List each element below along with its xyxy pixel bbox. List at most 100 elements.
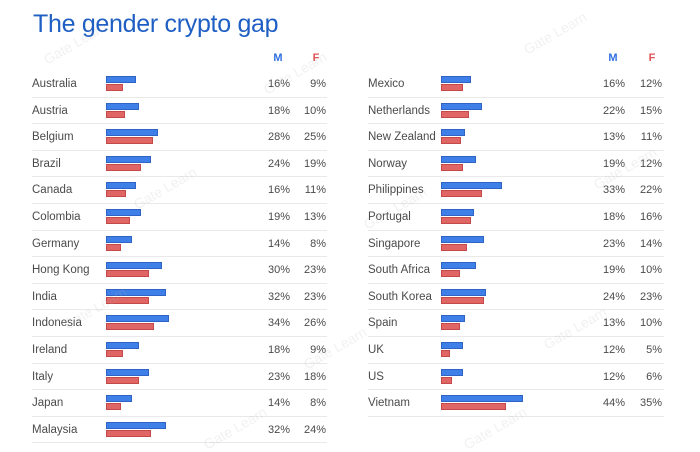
country-label: Netherlands xyxy=(368,104,431,117)
bar-male xyxy=(441,342,464,349)
value-male: 13% xyxy=(602,131,625,144)
value-female: 25% xyxy=(303,131,326,144)
value-female: 10% xyxy=(303,104,326,117)
bar-female xyxy=(441,403,507,411)
value-female: 8% xyxy=(310,397,326,410)
bar-male xyxy=(106,288,166,296)
value-male: 44% xyxy=(602,397,625,410)
table-row: Canada 16% 11% xyxy=(32,177,327,204)
value-female: 14% xyxy=(639,237,662,250)
value-male: 23% xyxy=(602,237,625,250)
country-label: Mexico xyxy=(368,78,405,90)
value-female: 11% xyxy=(304,184,326,197)
bar-female xyxy=(106,217,131,224)
country-label: Australia xyxy=(32,78,77,90)
value-male: 23% xyxy=(267,370,290,383)
header-f-left: F xyxy=(312,52,320,64)
bar-male xyxy=(441,315,466,323)
country-label: Ireland xyxy=(32,344,68,356)
bar-male xyxy=(441,76,471,83)
value-female: 11% xyxy=(640,131,662,144)
value-female: 16% xyxy=(639,211,662,223)
country-label: Germany xyxy=(32,237,80,250)
table-row: Mexico 16% 12% xyxy=(368,71,664,98)
country-label: Austria xyxy=(32,104,68,117)
bar-female xyxy=(106,296,149,304)
value-female: 19% xyxy=(303,157,326,170)
bar-female xyxy=(106,323,155,331)
bar-male xyxy=(106,76,136,83)
table-row: Austria 18% 10% xyxy=(32,98,327,125)
bar-female xyxy=(441,270,460,278)
bar-female xyxy=(106,190,127,198)
table-row: Colombia 19% 13% xyxy=(32,204,327,231)
bar-male xyxy=(441,129,466,137)
table-row: US 12% 6% xyxy=(368,364,664,391)
bar-female xyxy=(441,163,464,171)
table-row: Vietnam 44% 35% xyxy=(368,390,664,417)
bar-female xyxy=(441,84,464,91)
country-label: South Korea xyxy=(368,290,432,303)
bar-female xyxy=(441,376,453,384)
bar-female xyxy=(106,350,123,357)
value-female: 6% xyxy=(646,370,662,383)
country-label: Brazil xyxy=(32,157,61,170)
bar-female xyxy=(106,376,140,384)
watermark-text: Gate Learn xyxy=(520,8,590,58)
country-label: Norway xyxy=(368,157,407,170)
value-male: 30% xyxy=(267,264,290,277)
country-label: Philippines xyxy=(368,184,424,197)
table-row: Portugal 18% 16% xyxy=(368,204,664,231)
value-male: 19% xyxy=(602,264,625,277)
bar-female xyxy=(441,296,484,304)
value-female: 9% xyxy=(310,78,326,90)
bar-female xyxy=(441,323,460,331)
country-label: Spain xyxy=(368,317,398,330)
bar-male xyxy=(106,235,133,243)
value-female: 10% xyxy=(639,264,662,277)
country-label: Japan xyxy=(32,397,64,410)
bar-male xyxy=(441,182,503,190)
bar-male xyxy=(106,368,149,376)
bar-female xyxy=(441,217,471,224)
value-male: 16% xyxy=(602,78,625,90)
value-male: 22% xyxy=(602,104,625,117)
value-female: 13% xyxy=(303,211,326,223)
bar-male xyxy=(441,368,464,376)
country-label: Portugal xyxy=(368,211,411,223)
value-female: 8% xyxy=(310,237,326,250)
value-male: 16% xyxy=(267,184,290,197)
country-label: Belgium xyxy=(32,131,74,144)
value-male: 24% xyxy=(602,290,625,303)
header-m-right: M xyxy=(608,52,618,64)
country-label: Singapore xyxy=(368,237,421,250)
country-label: Canada xyxy=(32,184,73,197)
value-male: 32% xyxy=(267,290,290,303)
bar-male xyxy=(106,342,140,349)
country-label: Indonesia xyxy=(32,317,82,330)
value-female: 5% xyxy=(646,344,662,356)
table-row: Japan 14% 8% xyxy=(32,390,327,417)
bar-male xyxy=(441,155,477,163)
value-female: 12% xyxy=(639,157,662,170)
value-male: 12% xyxy=(602,370,625,383)
value-female: 10% xyxy=(639,317,662,330)
value-male: 28% xyxy=(267,131,290,144)
value-female: 12% xyxy=(639,78,662,90)
value-male: 18% xyxy=(267,344,290,356)
table-row: Norway 19% 12% xyxy=(368,151,664,178)
value-female: 9% xyxy=(310,344,326,356)
value-female: 23% xyxy=(303,290,326,303)
country-label: Hong Kong xyxy=(32,264,90,277)
table-row: South Korea 24% 23% xyxy=(368,284,664,311)
table-row: Indonesia 34% 26% xyxy=(32,310,327,337)
value-male: 18% xyxy=(602,211,625,223)
table-row: UK 12% 5% xyxy=(368,337,664,364)
bar-female xyxy=(106,110,125,118)
bar-male xyxy=(106,129,159,137)
header-m-left: M xyxy=(273,52,283,64)
header-f-right: F xyxy=(648,52,656,64)
country-label: Vietnam xyxy=(368,397,410,410)
table-row: Belgium 28% 25% xyxy=(32,124,327,151)
bar-male xyxy=(441,209,475,216)
